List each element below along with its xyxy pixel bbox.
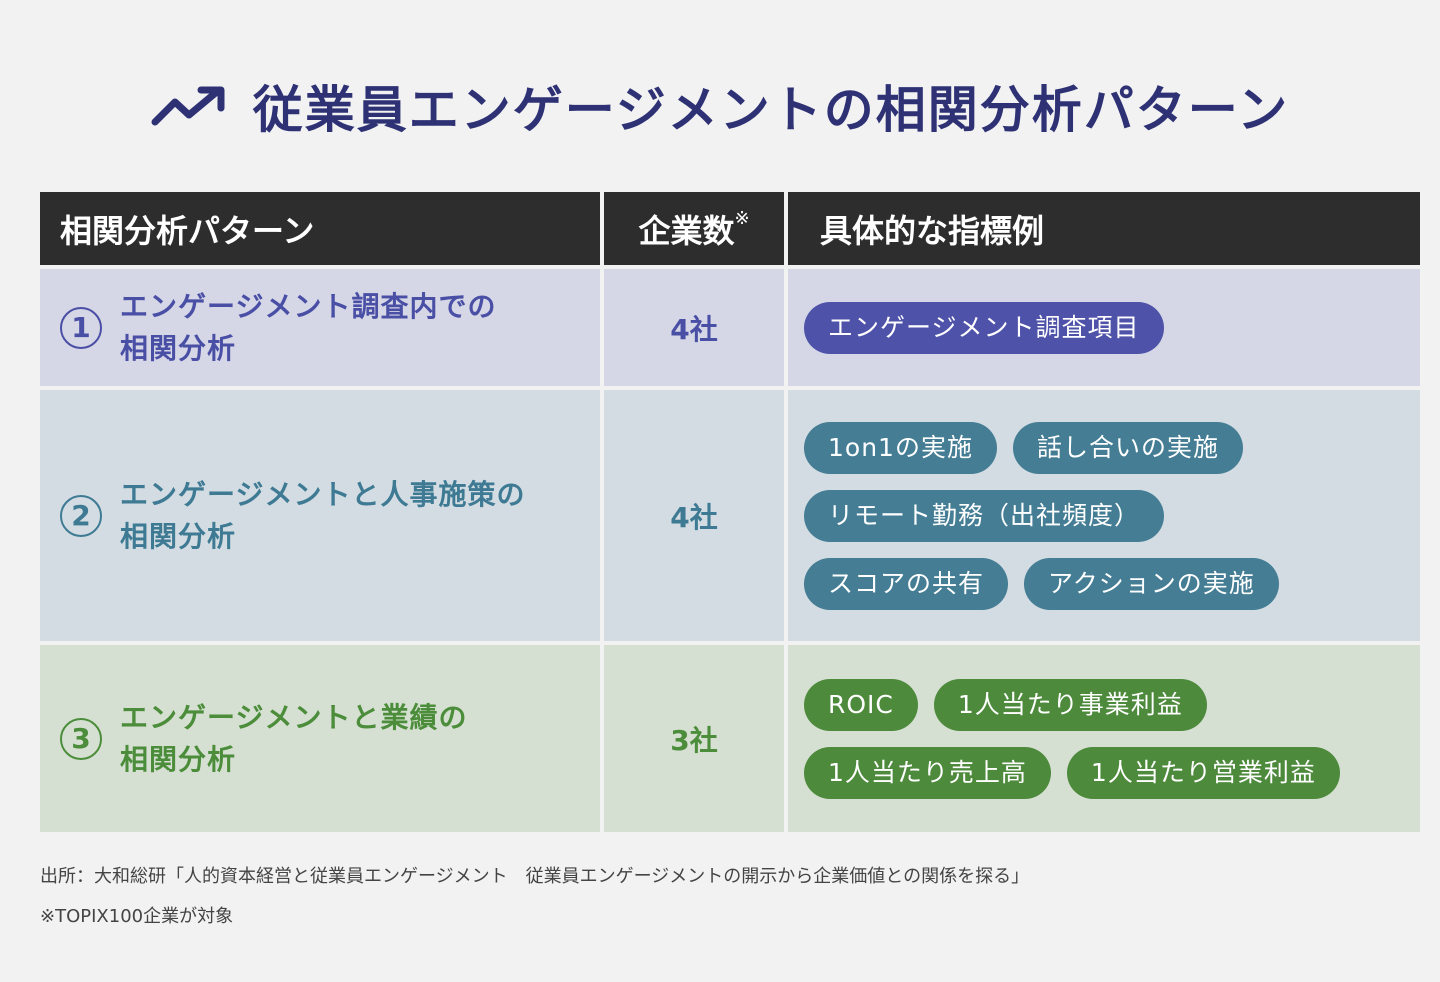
tag-row: エンゲージメント調査項目 [804, 301, 1164, 354]
pattern-cell-3: 3 エンゲージメントと業績の 相関分析 [40, 645, 600, 832]
pattern-label-2-line1: エンゲージメントと人事施策の [120, 477, 526, 511]
page-title: 従業員エンゲージメントの相関分析パターン [252, 81, 1290, 139]
row-number-2: 2 [60, 494, 102, 537]
indicator-tag: アクションの実施 [1024, 557, 1279, 610]
pattern-label-1-line1: エンゲージメント調査内での [120, 289, 497, 323]
scope-note: ※TOPIX100企業が対象 [40, 906, 234, 927]
header-count-label: 企業数 [638, 211, 735, 250]
header-count: 企業数 ※ [604, 192, 784, 265]
pattern-label-2: エンゲージメントと人事施策の 相関分析 [120, 474, 525, 558]
tag-row: スコアの共有 アクションの実施 [804, 557, 1279, 610]
trending-up-icon [151, 86, 225, 126]
row-number-1: 1 [60, 306, 102, 349]
indicator-tag: リモート勤務（出社頻度） [804, 489, 1165, 542]
tags-cell-3: ROIC 1人当たり事業利益 1人当たり売上高 1人当たり営業利益 [788, 645, 1420, 832]
header-count-mark: ※ [734, 208, 750, 229]
indicator-tag: 話し合いの実施 [1012, 421, 1243, 474]
pattern-label-1-line2: 相関分析 [120, 331, 237, 365]
tags-cell-1: エンゲージメント調査項目 [788, 269, 1420, 386]
tags-cell-2: 1on1の実施 話し合いの実施 リモート勤務（出社頻度） スコアの共有 アクショ… [788, 390, 1420, 641]
indicator-tag: 1人当たり事業利益 [933, 678, 1207, 731]
header-examples: 具体的な指標例 [788, 192, 1420, 265]
tag-row: 1on1の実施 話し合いの実施 [804, 421, 1243, 474]
pattern-label-3-line1: エンゲージメントと業績の [120, 700, 468, 734]
correlation-table: 相関分析パターン 企業数 ※ 具体的な指標例 1 エンゲージメント調査内での 相関… [40, 192, 1420, 832]
count-cell-1: 4社 [604, 269, 784, 386]
count-cell-3: 3社 [604, 645, 784, 832]
indicator-tag: スコアの共有 [804, 557, 1009, 610]
indicator-tag: 1人当たり営業利益 [1066, 746, 1340, 799]
indicator-tag: 1on1の実施 [804, 421, 997, 474]
pattern-cell-2: 2 エンゲージメントと人事施策の 相関分析 [40, 390, 600, 641]
tag-row: ROIC 1人当たり事業利益 [804, 678, 1207, 731]
tag-row: リモート勤務（出社頻度） [804, 489, 1165, 542]
pattern-cell-1: 1 エンゲージメント調査内での 相関分析 [40, 269, 600, 386]
row-number-3: 3 [60, 717, 102, 760]
tag-row: 1人当たり売上高 1人当たり営業利益 [804, 746, 1340, 799]
indicator-tag: エンゲージメント調査項目 [804, 301, 1164, 354]
pattern-label-1: エンゲージメント調査内での 相関分析 [120, 286, 496, 370]
indicator-tag: ROIC [804, 678, 918, 731]
header-pattern: 相関分析パターン [40, 192, 600, 265]
count-cell-2: 4社 [604, 390, 784, 641]
pattern-label-2-line2: 相関分析 [120, 519, 237, 553]
indicator-tag: 1人当たり売上高 [804, 746, 1051, 799]
source-note: 出所：大和総研「人的資本経営と従業員エンゲージメント 従業員エンゲージメントの開… [40, 866, 1030, 887]
page-header: 従業員エンゲージメントの相関分析パターン [0, 70, 1440, 142]
pattern-label-3-line2: 相関分析 [120, 742, 237, 776]
pattern-label-3: エンゲージメントと業績の 相関分析 [120, 697, 467, 781]
